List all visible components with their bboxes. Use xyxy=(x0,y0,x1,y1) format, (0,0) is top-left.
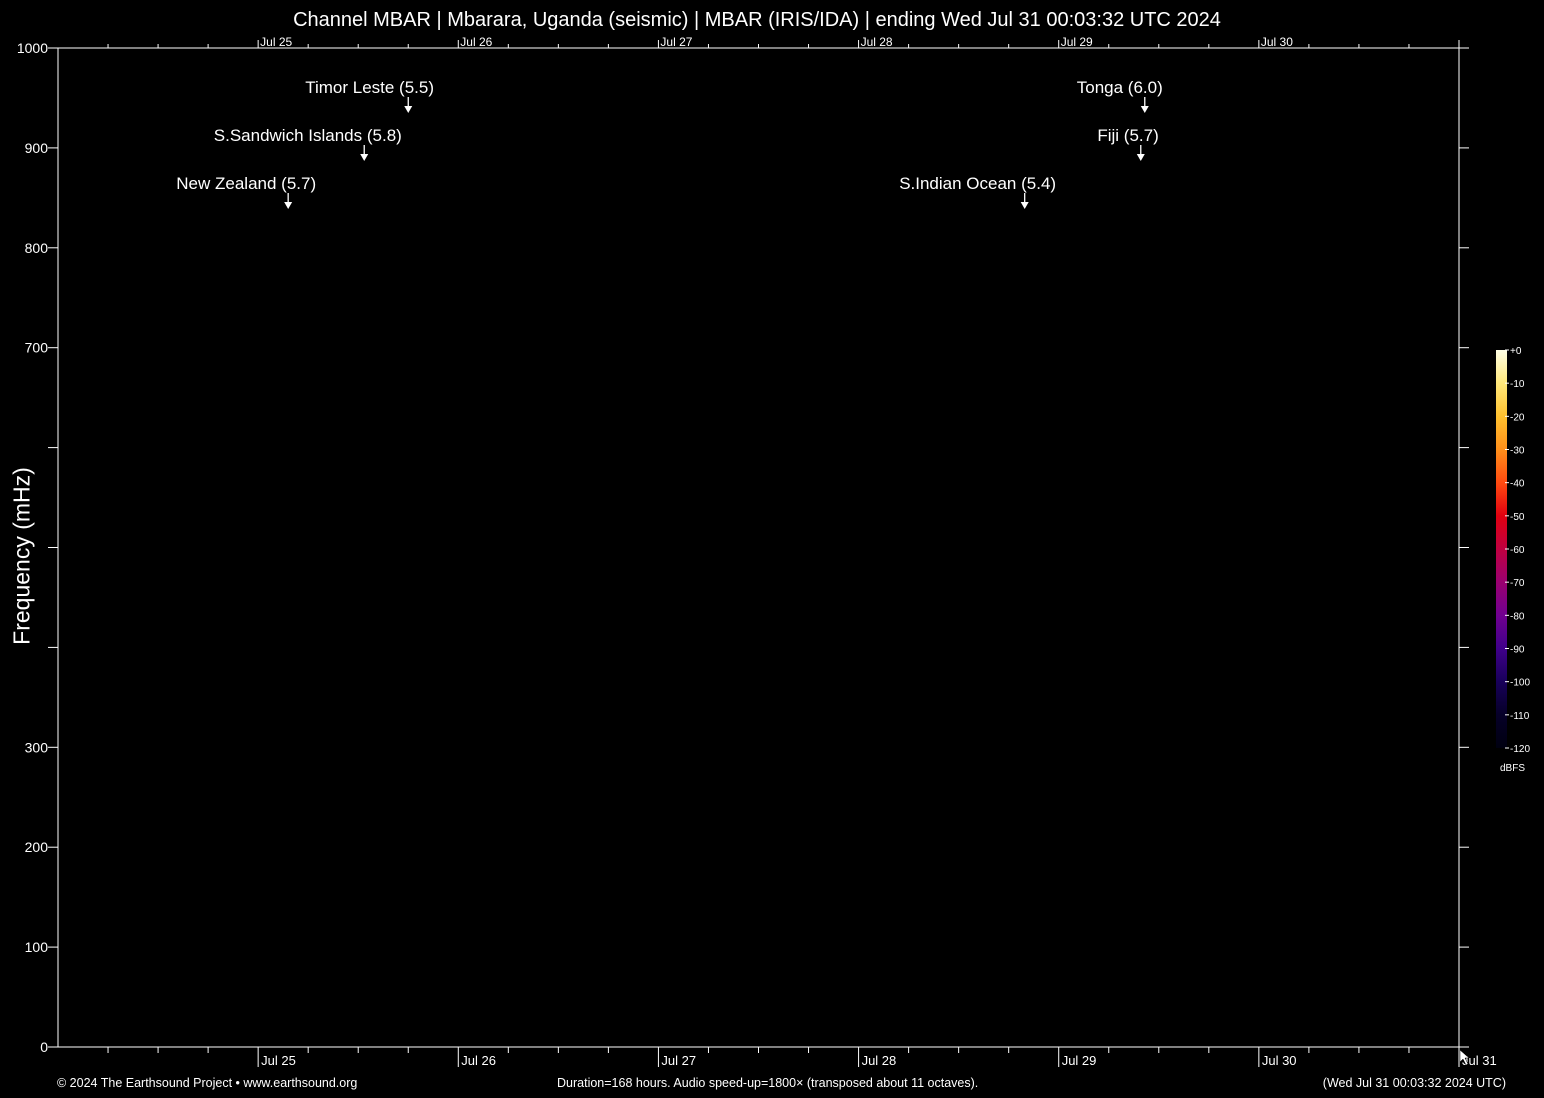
y-tick-label: 900 xyxy=(25,140,49,156)
x-tick-label-top: Jul 26 xyxy=(460,35,492,49)
colorbar-tick-label: -60 xyxy=(1510,545,1525,556)
event-annotations: Timor Leste (5.5) S.Sandwich Islands (5.8… xyxy=(176,78,1163,209)
colorbar-unit: dBFS xyxy=(1500,763,1525,774)
colorbar-tick-label: -50 xyxy=(1510,512,1525,523)
colorbar-tick-label: +0 xyxy=(1510,346,1522,357)
event-label: S.Indian Ocean (5.4) xyxy=(899,174,1056,193)
x-tick-label-top: Jul 29 xyxy=(1061,35,1093,49)
colorbar-tick-label: -100 xyxy=(1510,678,1530,689)
colorbar-tick-label: -70 xyxy=(1510,578,1525,589)
x-tick-label: Jul 29 xyxy=(1062,1053,1097,1068)
y-tick-label: 300 xyxy=(25,739,49,755)
x-axis-ticks: Jul 25 Jul 25 Jul 26 Jul 26 Jul 27 Jul 27 Jul … xyxy=(107,35,1497,1068)
colorbar-tick-label: -110 xyxy=(1510,711,1530,722)
event-arrow-head xyxy=(1136,154,1145,161)
event-arrow-head xyxy=(404,106,413,113)
event-label: New Zealand (5.7) xyxy=(176,174,316,193)
x-tick-label-top: Jul 28 xyxy=(861,35,893,49)
y-tick-label: 100 xyxy=(25,939,49,955)
colorbar-tick-label: -120 xyxy=(1510,744,1530,755)
y-axis-ticks: 0 100 200 300 700 800 900 1000 xyxy=(17,40,1469,1055)
colorbar-tick-label: -40 xyxy=(1510,479,1525,490)
colorbar-tick-label: -20 xyxy=(1510,412,1525,423)
colorbar: +0 -10 -20 -30 -40 -50 -60 -70 -80 -90 -100 -110 -12… xyxy=(1459,346,1530,1066)
y-tick-label: 0 xyxy=(40,1039,48,1055)
y-tick-label: 700 xyxy=(25,340,49,356)
colorbar-tick-label: -90 xyxy=(1510,645,1525,656)
y-tick-label: 200 xyxy=(25,839,49,855)
event-arrow-head xyxy=(360,154,369,161)
y-tick-label: 1000 xyxy=(17,40,48,56)
x-tick-label: Jul 26 xyxy=(461,1053,496,1068)
event-label: Fiji (5.7) xyxy=(1097,126,1158,145)
footer-timestamp: (Wed Jul 31 00:03:32 2024 UTC) xyxy=(1322,1076,1506,1090)
footer-duration: Duration=168 hours. Audio speed-up=1800×… xyxy=(557,1076,979,1090)
colorbar-tick-label: -80 xyxy=(1510,611,1525,622)
cursor-icon xyxy=(1459,1049,1470,1066)
x-tick-label-top: Jul 30 xyxy=(1261,35,1293,49)
y-tick-label: 800 xyxy=(25,240,49,256)
event-label: Tonga (6.0) xyxy=(1077,78,1163,97)
event-arrow-head xyxy=(1140,106,1149,113)
x-tick-label-top: Jul 27 xyxy=(660,35,692,49)
plot-axes xyxy=(57,47,1469,1048)
colorbar-scale xyxy=(1496,350,1507,748)
chart-title: Channel MBAR | Mbarara, Uganda (seismic)… xyxy=(293,9,1221,31)
footer-copyright: © 2024 The Earthsound Project • www.eart… xyxy=(57,1076,358,1090)
x-tick-label: Jul 27 xyxy=(661,1053,696,1068)
event-arrow-head xyxy=(284,202,293,209)
x-tick-label: Jul 30 xyxy=(1262,1053,1297,1068)
x-tick-label: Jul 28 xyxy=(862,1053,897,1068)
x-tick-label-top: Jul 25 xyxy=(260,35,292,49)
x-tick-label: Jul 31 xyxy=(1462,1053,1497,1068)
colorbar-tick-label: -10 xyxy=(1510,379,1525,390)
colorbar-tick-label: -30 xyxy=(1510,446,1525,457)
event-arrow-head xyxy=(1020,202,1029,209)
event-label: S.Sandwich Islands (5.8) xyxy=(214,126,402,145)
x-tick-label: Jul 25 xyxy=(261,1053,296,1068)
event-label: Timor Leste (5.5) xyxy=(305,78,434,97)
